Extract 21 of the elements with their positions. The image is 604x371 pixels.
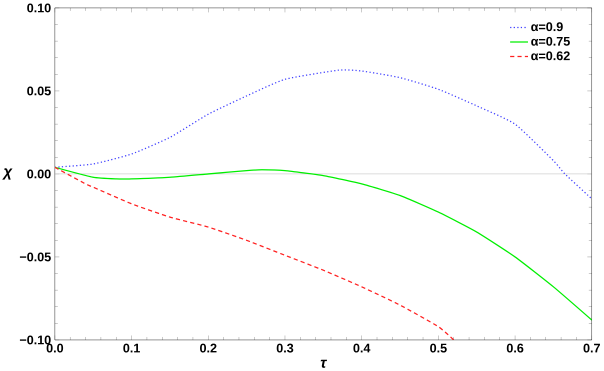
x-tick-label: 0.1 [123, 343, 140, 352]
x-tick-label: 0.3 [276, 343, 294, 352]
x-tick-label: 0.0 [46, 343, 64, 352]
line-series [54, 69, 592, 200]
x-tick-label: 0.7 [584, 343, 600, 352]
x-tick-label: 0.6 [506, 343, 524, 352]
y-tick-label: 0.10 [27, 3, 51, 12]
x-tick-label: 0.5 [430, 343, 447, 352]
y-tick-label: 0.00 [27, 169, 51, 178]
legend-label: α=0.75 [531, 36, 570, 46]
line-series [54, 166, 454, 340]
y-axis-title: χ [2, 168, 13, 180]
x-axis-title: τ [320, 360, 328, 368]
line-series [54, 166, 592, 320]
y-tick-label: −0.05 [20, 252, 51, 262]
y-tick-label: 0.05 [27, 86, 51, 96]
x-tick-label: 0.2 [200, 343, 217, 352]
legend-label: α=0.9 [531, 22, 563, 31]
y-tick-label: −0.10 [20, 335, 51, 344]
x-tick-label: 0.4 [353, 343, 370, 352]
legend-label: α=0.62 [531, 51, 570, 60]
